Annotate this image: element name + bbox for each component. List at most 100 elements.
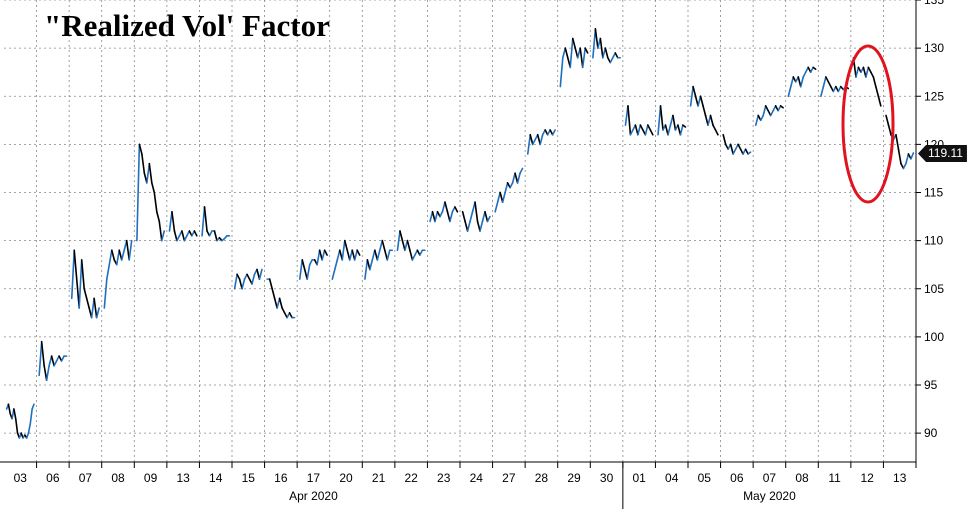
series-segment [870,71,875,78]
series-segment [501,191,506,203]
x-tick-label: 28 [535,471,549,485]
x-tick-label: 05 [698,471,712,485]
series-segment [251,273,256,285]
series-segment [176,235,181,242]
x-tick-label: 24 [470,471,484,485]
highlight-circle [841,44,895,204]
series-segment [316,249,321,266]
series-segment [689,85,694,107]
series-segment [341,239,346,261]
series-segment [153,191,158,213]
series-segment [812,66,817,71]
series-segment [45,364,50,381]
series-segment [657,105,662,136]
series-segment [647,124,652,131]
series-segment [592,28,597,59]
series-segment [867,66,872,73]
series-segment [707,114,712,126]
series-segment [594,28,599,49]
series-segment [499,191,504,203]
series-segment [449,210,454,223]
series-segment [682,124,687,128]
series-segment [201,206,206,237]
series-segment [13,408,17,420]
series-segment [80,259,85,290]
series-segment [60,355,65,362]
series-segment [509,182,514,189]
series-segment [644,124,649,136]
last-value-badge: 119.11 [918,144,967,162]
series-segment [25,432,30,439]
series-segment [160,230,166,242]
series-segment [634,124,639,136]
y-tick-label: 110 [924,234,943,248]
series-segment [256,268,261,280]
series-segment [371,249,376,261]
series-segment [208,230,213,237]
x-tick-label: 27 [502,471,516,485]
y-tick-label: 125 [924,89,944,103]
series-segment [579,47,584,69]
series-segment [50,355,55,367]
series-segment [173,230,178,242]
series-segment [298,259,304,280]
series-segment [366,259,371,271]
series-segment [318,249,323,261]
series-segment [401,239,406,252]
series-segment [664,124,669,136]
series-segment [677,124,682,136]
series-segment [694,95,699,107]
series-segment [667,124,672,136]
y-tick-label: 105 [924,282,944,296]
series-segment [704,114,709,126]
series-segment [53,360,58,367]
series-segment [885,114,890,126]
series-segment [779,105,784,109]
series-segment [855,66,860,78]
series-segment [356,249,361,256]
series-segment [90,297,95,319]
series-segment [236,273,241,280]
series-segment [614,52,619,59]
x-tick-label: 07 [79,471,93,485]
series-segment [769,109,774,117]
series-segment [820,85,825,98]
series-segment [431,210,436,223]
series-segment [777,105,782,112]
series-segment [604,47,609,59]
series-segment [887,124,892,136]
series-segment [141,153,146,175]
series-segment [469,210,474,223]
series-segment [584,47,589,54]
x-tick-label: 12 [860,471,874,485]
series-segment [551,129,556,136]
series-segment [744,148,749,155]
series-segment [78,259,83,309]
series-segment [115,249,121,266]
series-segment [334,259,339,271]
series-segment [213,230,218,242]
y-tick-label: 130 [924,41,944,55]
y-tick-label: 95 [924,378,938,392]
series-segment [258,268,263,280]
series-segment [797,76,802,88]
x-tick-label: 13 [176,471,190,485]
series-segment [649,129,654,136]
series-segment [511,172,516,184]
y-tick-label: 100 [924,330,944,344]
series-segment [273,297,278,309]
series-segment [484,210,489,223]
series-segment [466,220,471,232]
series-segment [396,230,401,252]
series-segment [151,182,156,194]
series-segment [278,297,283,309]
series-segment [183,235,188,242]
series-segment [679,124,684,136]
series-segment [446,210,451,223]
series-segment [692,85,697,98]
series-segment [158,220,163,242]
series-segment [233,273,238,290]
y-tick-label: 135 [924,0,944,7]
